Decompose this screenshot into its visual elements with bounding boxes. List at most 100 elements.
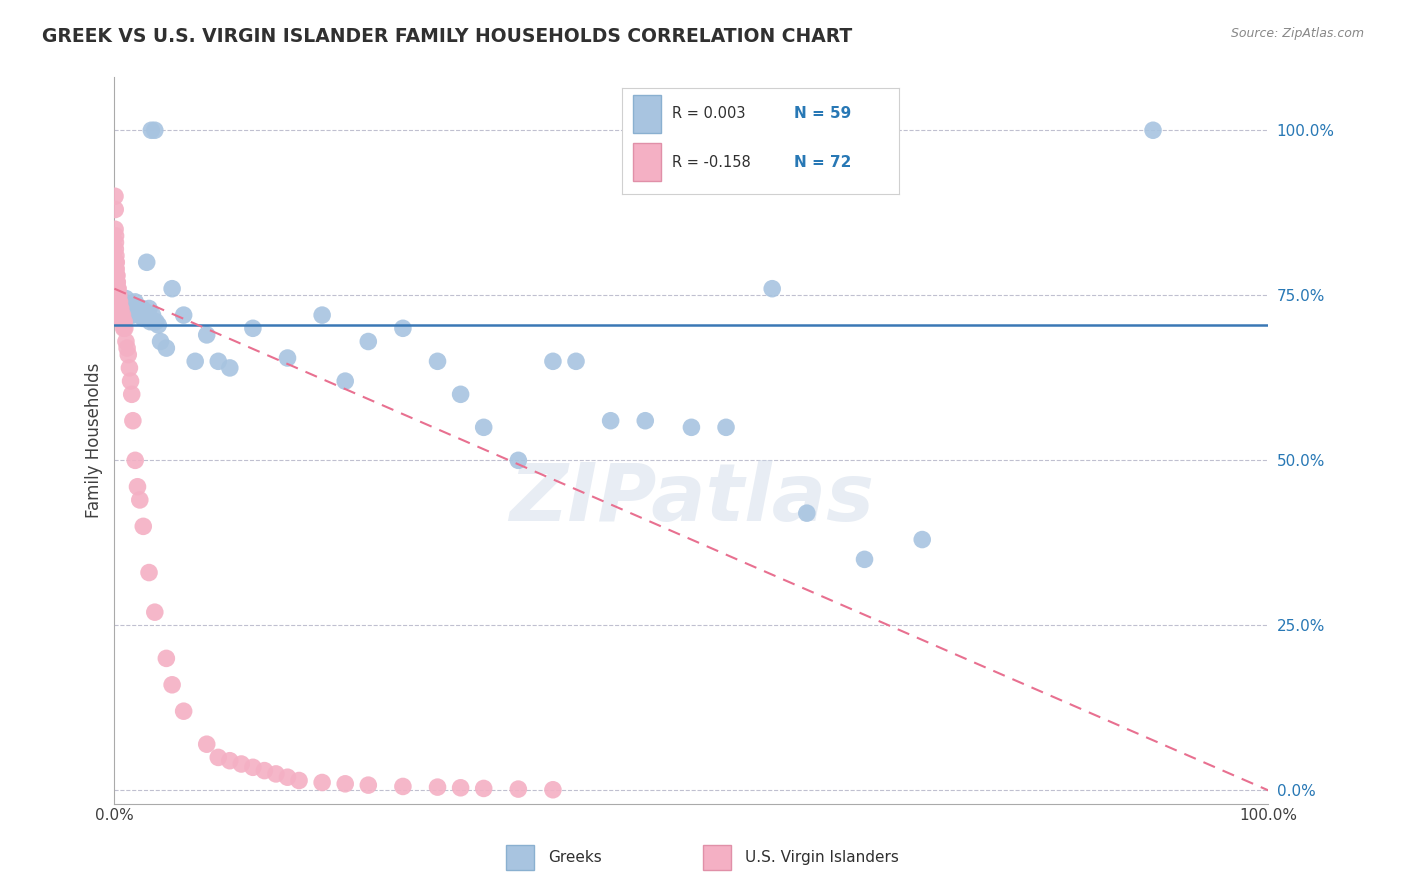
Point bbox=[155, 651, 177, 665]
Point bbox=[108, 301, 131, 316]
Point bbox=[112, 294, 135, 309]
Point bbox=[450, 387, 472, 401]
Point bbox=[110, 301, 132, 316]
Point bbox=[110, 308, 132, 322]
Point bbox=[132, 311, 155, 326]
Point bbox=[195, 327, 218, 342]
Point bbox=[508, 453, 530, 467]
Point bbox=[173, 704, 195, 718]
Point bbox=[128, 492, 150, 507]
Y-axis label: Family Households: Family Households bbox=[86, 363, 103, 518]
Point bbox=[127, 480, 149, 494]
Point bbox=[508, 782, 530, 797]
Point bbox=[141, 308, 163, 322]
Point bbox=[218, 360, 240, 375]
Point bbox=[124, 453, 146, 467]
Point bbox=[122, 414, 145, 428]
Point bbox=[104, 242, 127, 256]
Text: Greeks: Greeks bbox=[548, 850, 602, 864]
Point bbox=[111, 308, 134, 322]
Point bbox=[681, 420, 703, 434]
Point bbox=[565, 354, 588, 368]
Point bbox=[107, 282, 129, 296]
Point bbox=[135, 255, 157, 269]
Point bbox=[357, 334, 380, 349]
Point bbox=[107, 288, 129, 302]
Point bbox=[141, 123, 163, 137]
Point bbox=[105, 255, 128, 269]
Point bbox=[112, 315, 135, 329]
Point bbox=[131, 301, 153, 316]
Point bbox=[796, 506, 818, 520]
Point bbox=[143, 123, 166, 137]
Text: GREEK VS U.S. VIRGIN ISLANDER FAMILY HOUSEHOLDS CORRELATION CHART: GREEK VS U.S. VIRGIN ISLANDER FAMILY HOU… bbox=[42, 27, 852, 45]
Point bbox=[426, 780, 449, 794]
Point bbox=[128, 301, 150, 316]
Point bbox=[111, 315, 134, 329]
Point bbox=[145, 315, 167, 329]
Point bbox=[173, 308, 195, 322]
Point bbox=[104, 202, 127, 217]
Point bbox=[714, 420, 737, 434]
Point bbox=[104, 235, 127, 250]
Point bbox=[108, 294, 131, 309]
Point bbox=[541, 354, 564, 368]
Point bbox=[124, 294, 146, 309]
Point bbox=[132, 519, 155, 533]
Point bbox=[335, 374, 357, 388]
Point bbox=[160, 282, 183, 296]
Point bbox=[143, 605, 166, 619]
Point bbox=[108, 308, 131, 322]
Point bbox=[104, 189, 127, 203]
Point bbox=[104, 261, 127, 276]
Point bbox=[120, 308, 142, 322]
Point bbox=[218, 754, 240, 768]
Point bbox=[392, 321, 415, 335]
Point bbox=[107, 282, 129, 296]
Point bbox=[104, 228, 127, 243]
Point bbox=[335, 777, 357, 791]
Point bbox=[311, 308, 333, 322]
Point bbox=[115, 334, 138, 349]
Text: Source: ZipAtlas.com: Source: ZipAtlas.com bbox=[1230, 27, 1364, 40]
Point bbox=[105, 282, 128, 296]
Point bbox=[242, 760, 264, 774]
Point bbox=[112, 321, 135, 335]
Point bbox=[111, 301, 134, 316]
Point bbox=[634, 414, 657, 428]
Point bbox=[122, 301, 145, 316]
Point bbox=[129, 308, 152, 322]
Point bbox=[104, 222, 127, 236]
Point bbox=[148, 318, 170, 332]
Point bbox=[105, 268, 128, 283]
Point bbox=[195, 737, 218, 751]
Point bbox=[108, 301, 131, 316]
Point bbox=[105, 282, 128, 296]
Point bbox=[112, 315, 135, 329]
Point bbox=[599, 414, 621, 428]
Point bbox=[138, 566, 160, 580]
Point bbox=[160, 678, 183, 692]
Point bbox=[108, 294, 131, 309]
Point bbox=[135, 305, 157, 319]
Point bbox=[149, 334, 172, 349]
Point bbox=[105, 275, 128, 289]
Point bbox=[242, 321, 264, 335]
Point bbox=[276, 351, 298, 365]
Point bbox=[541, 782, 564, 797]
Point bbox=[288, 773, 311, 788]
Point bbox=[108, 308, 131, 322]
Point bbox=[115, 292, 138, 306]
Point bbox=[118, 360, 141, 375]
Point bbox=[105, 275, 128, 289]
Point bbox=[105, 268, 128, 283]
Point bbox=[107, 288, 129, 302]
Point bbox=[107, 288, 129, 302]
Point bbox=[207, 750, 229, 764]
Point bbox=[264, 767, 287, 781]
Point bbox=[117, 308, 139, 322]
Point bbox=[118, 301, 141, 316]
Point bbox=[104, 249, 127, 263]
Point bbox=[121, 298, 143, 312]
Point bbox=[207, 354, 229, 368]
